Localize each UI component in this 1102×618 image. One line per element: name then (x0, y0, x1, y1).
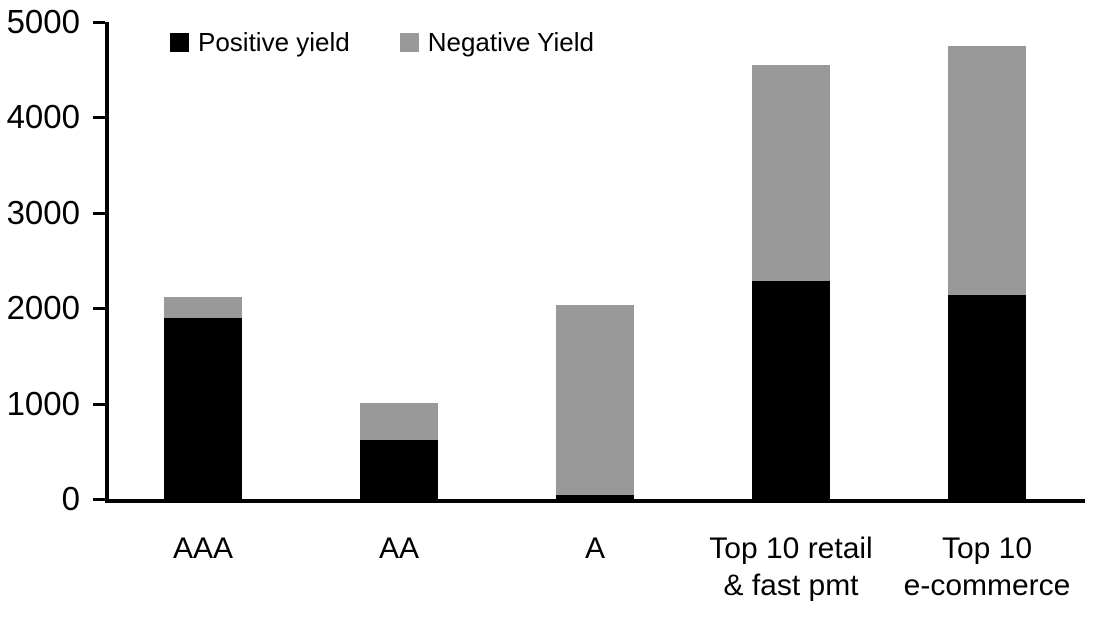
y-tick-label: 5000 (6, 3, 80, 40)
y-axis-line (105, 22, 109, 503)
bar-segment-positive-yield (752, 281, 830, 499)
legend-label: Positive yield (198, 27, 350, 57)
legend-item-positive-yield: Positive yield (170, 27, 350, 58)
x-tick-label: Top 10 e-commerce (903, 532, 1071, 602)
bar-segment-negative-yield (948, 45, 1026, 295)
y-axis-tick (93, 498, 105, 501)
bar-segment-negative-yield (556, 305, 634, 495)
y-tick-label: 4000 (6, 98, 80, 136)
bar-segment-positive-yield (948, 294, 1026, 499)
bar-segment-negative-yield (752, 64, 830, 282)
y-tick-label: 2000 (6, 289, 80, 327)
x-axis-line (105, 499, 1085, 503)
negative-yield-swatch-icon (399, 33, 419, 52)
y-axis-tick (93, 211, 105, 215)
x-tick-label: Top 10 retail & fast pmt (709, 532, 873, 602)
y-tick-label: 1000 (6, 384, 80, 422)
y-axis-tick (93, 116, 105, 120)
y-axis-tick (93, 307, 105, 311)
x-tick-label: AAA (172, 532, 234, 565)
x-tick-label: A (584, 532, 605, 565)
y-axis-tick (93, 21, 105, 24)
legend-item-negative-yield: Negative Yield (399, 27, 594, 58)
bar-segment-positive-yield (360, 439, 438, 499)
bar-segment-positive-yield (556, 494, 634, 499)
positive-yield-swatch-icon (170, 33, 189, 52)
y-tick-label: 3000 (6, 193, 80, 231)
y-tick-label: 0 (61, 480, 80, 517)
y-axis-tick (93, 402, 105, 406)
x-tick-label: AA (378, 532, 420, 565)
chart-legend: Positive yield Negative Yield (170, 27, 594, 58)
bar-segment-negative-yield (360, 403, 438, 440)
bar-segment-positive-yield (164, 317, 242, 499)
bar-segment-negative-yield (164, 296, 242, 318)
legend-label: Negative Yield (427, 27, 594, 57)
